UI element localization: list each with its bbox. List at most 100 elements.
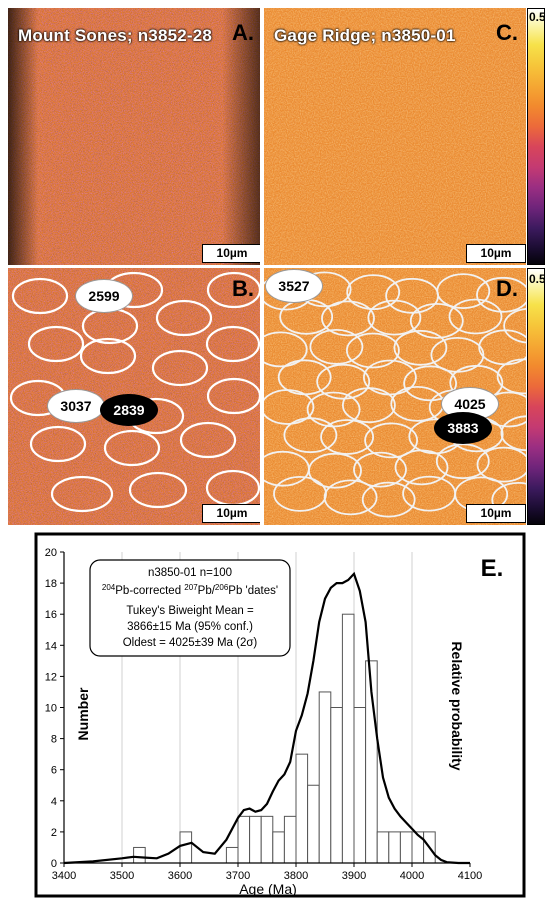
histogram-bar <box>237 815 251 864</box>
spot-label-3883: 3883 <box>434 412 492 444</box>
histogram-bar <box>330 707 343 864</box>
histogram-bar <box>318 691 332 864</box>
legend-line-1: n3850-01 n=100 <box>148 567 232 579</box>
panel-c-scalebar: 10µm <box>466 244 526 263</box>
y-tick-label: 4 <box>51 796 57 808</box>
y-tick-label: 8 <box>51 734 57 746</box>
spot-circle <box>283 417 338 454</box>
histogram-bar <box>272 831 285 864</box>
panel-b-map: 2599 3037 2839 B. 10µm <box>8 268 260 525</box>
y-tick-label: 2 <box>51 827 57 839</box>
spot-circle <box>435 443 490 480</box>
y-tick-label: 0 <box>51 858 57 870</box>
legend-line-4: 3866±15 Ma (95% conf.) <box>127 621 253 633</box>
panel-a-title: Mount Sones; n3852-28 <box>18 26 213 45</box>
legend-line-2: 204Pb-corrected 207Pb/206Pb 'dates' <box>102 583 278 597</box>
panel-b-spots <box>9 271 260 513</box>
panel-a-map: Mount Sones; n3852-28 A. 10µm <box>8 8 260 265</box>
histogram-bar <box>179 831 193 864</box>
histogram-bar <box>341 613 355 864</box>
histogram-bar <box>307 784 320 864</box>
histogram-bar <box>388 831 401 864</box>
spot-circle <box>361 481 416 518</box>
colorbar-top-label: 0.5 <box>529 10 545 24</box>
spot-circle <box>309 329 364 365</box>
histogram-bar <box>249 815 262 864</box>
histogram-chart: 0 2 4 6 8 10 12 14 16 18 20 3400 3500 3600 3700 3800 390… <box>34 532 526 898</box>
x-tick-label: 4100 <box>458 870 482 882</box>
spot-circle <box>264 331 308 368</box>
spot-circle <box>448 298 503 335</box>
y-axis-label-right: Relative probability <box>449 641 465 770</box>
y-tick-label: 16 <box>45 609 57 621</box>
panel-d-scalebar: 10µm <box>466 504 526 523</box>
spot-label-2599: 2599 <box>76 280 132 312</box>
histogram-bar <box>283 815 297 864</box>
legend-line-3: Tukey's Biweight Mean = <box>126 605 254 617</box>
spot-circle <box>308 452 362 489</box>
y-tick-label: 20 <box>45 547 57 559</box>
spot-circle <box>353 451 407 488</box>
panel-d-map: 3527 4025 3883 D. 10µm <box>264 268 526 525</box>
y-tick-label: 14 <box>45 640 57 652</box>
panel-d-spots <box>264 271 526 518</box>
panel-d-image <box>264 268 526 525</box>
spot-circle <box>436 273 491 310</box>
y-tick-label: 6 <box>51 765 57 777</box>
spot-circle <box>394 449 449 486</box>
spot-circle <box>323 479 378 516</box>
panel-c-map: Gage Ridge; n3850-01 C. 10µm <box>264 8 526 265</box>
spot-circle <box>476 446 526 483</box>
histogram-bar <box>376 831 390 864</box>
x-tick-label: 3400 <box>52 870 76 882</box>
spot-circle <box>320 419 374 455</box>
y-axis-label: Number <box>75 687 91 740</box>
panel-c-title: Gage Ridge; n3850-01 <box>274 26 456 45</box>
histogram-bar <box>353 707 367 864</box>
x-tick-label: 3800 <box>284 870 308 882</box>
spot-label-3527: 3527 <box>266 270 322 302</box>
panel-a-scalebar: 10µm <box>202 244 260 263</box>
histogram-bar <box>411 831 425 864</box>
histogram-bar <box>295 753 309 864</box>
spot-circle <box>364 422 418 459</box>
colorbar-bottom <box>527 268 545 525</box>
spot-circle <box>316 363 371 400</box>
chart-legend: n3850-01 n=100 204Pb-corrected 207Pb/206… <box>89 559 291 657</box>
panel-b-letter: B. <box>232 276 254 301</box>
legend-line-5: Oldest = 4025±39 Ma (2σ) <box>123 637 258 649</box>
colorbar-top <box>527 8 545 265</box>
panel-a-image <box>8 8 260 265</box>
spot-circle <box>367 299 422 336</box>
spot-circle <box>503 308 526 344</box>
probability-curve <box>63 571 470 865</box>
y-tick-label: 10 <box>45 703 57 715</box>
spot-label-3037: 3037 <box>48 390 104 422</box>
panel-a-letter: A. <box>232 20 254 45</box>
spot-circle <box>321 300 375 337</box>
x-tick-label: 3900 <box>342 870 366 882</box>
spot-circle <box>403 365 458 402</box>
panel-c-letter: C. <box>496 20 518 45</box>
spot-circle <box>409 303 464 339</box>
spot-circle <box>496 358 526 395</box>
y-tick-label: 18 <box>45 578 57 590</box>
spot-circle <box>346 274 401 311</box>
spot-circle <box>342 387 396 424</box>
x-tick-label: 3600 <box>168 870 192 882</box>
spot-circle <box>476 276 526 313</box>
panel-e-letter: E. <box>481 555 504 582</box>
spot-circle <box>500 415 526 452</box>
histogram-bar <box>399 831 413 864</box>
y-tick-label: 12 <box>45 671 57 683</box>
spot-circle <box>346 332 400 369</box>
x-tick-label: 4000 <box>400 870 424 882</box>
colorbar-bottom-label: 0.5 <box>529 272 545 286</box>
spot-label-2839: 2839 <box>100 394 158 426</box>
panel-c-image <box>264 8 526 265</box>
spot-circle <box>264 389 315 425</box>
x-axis-label: Age (Ma) <box>239 881 297 897</box>
histogram-bar <box>133 846 146 864</box>
panel-b-scalebar: 10µm <box>202 504 260 523</box>
x-tick-label: 3500 <box>110 870 134 882</box>
